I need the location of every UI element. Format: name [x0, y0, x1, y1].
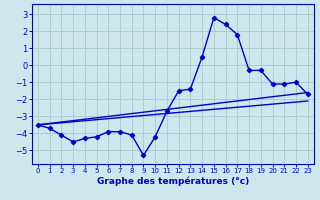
- X-axis label: Graphe des températures (°c): Graphe des températures (°c): [97, 177, 249, 186]
